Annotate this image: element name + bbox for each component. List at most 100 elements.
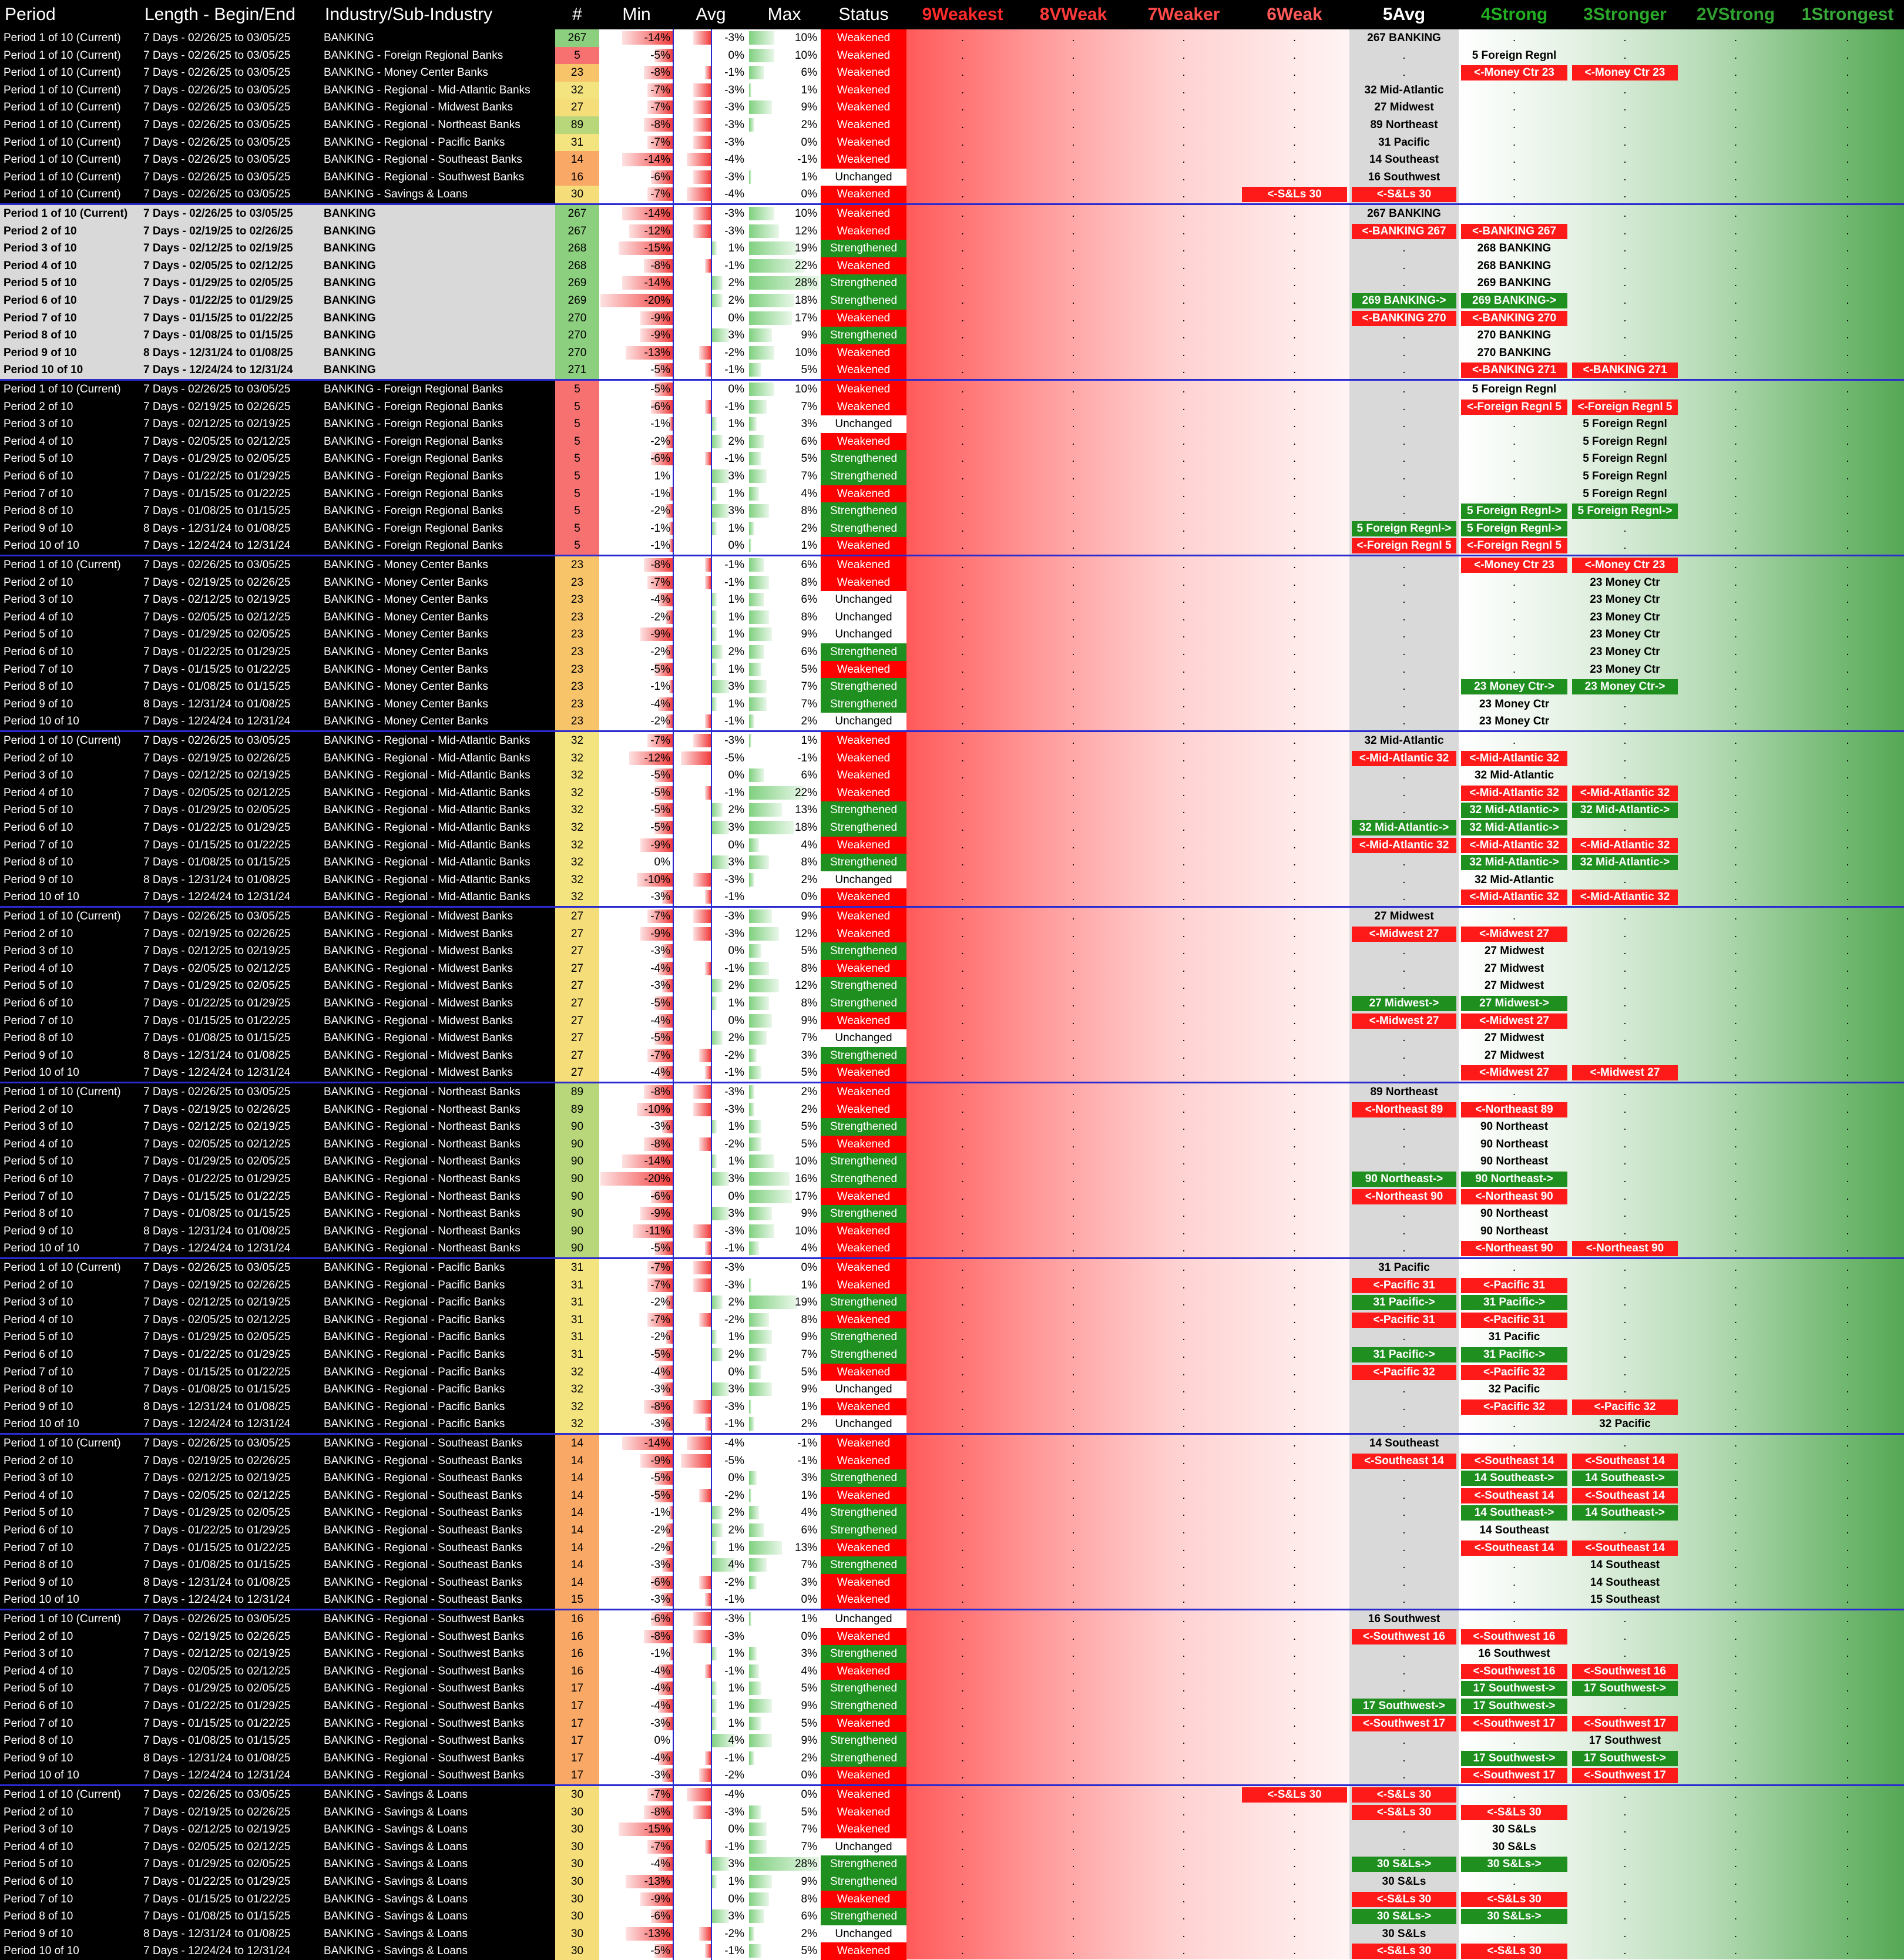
empty-level-dot: . [1846,188,1849,201]
empty-level-dot: . [1846,153,1849,166]
empty-level-dot: . [961,170,965,183]
empty-level-dot: . [1734,539,1738,552]
max-cell: 17% [748,309,821,327]
empty-level-dot: . [1182,910,1186,922]
empty-level-dot: . [1734,311,1738,324]
empty-level-dot: . [1072,804,1075,817]
min-axis [673,1925,674,1943]
empty-level-dot: . [1072,101,1075,114]
empty-level-dot: . [1846,891,1849,904]
length-cell: 7 Days - 02/26/25 to 03/05/25 [140,1435,320,1452]
empty-level-dot: . [1072,505,1075,518]
period-cell: Period 7 of 10 [0,1714,140,1733]
avg-cell: -1% [674,64,748,82]
empty-level-dot: . [1072,1717,1075,1730]
max-bar [749,593,764,607]
empty-level-dot: . [1512,576,1516,589]
max-bar [749,821,795,834]
max-cell: 1% [748,81,821,99]
rank-marker: 5 Foreign Regnl [1583,418,1667,431]
max-bar [749,838,760,852]
empty-level-dot: . [1846,224,1849,237]
empty-level-dot: . [1623,1437,1627,1449]
period-cell: Period 10 of 10 [0,888,140,906]
empty-level-dot: . [1072,821,1075,834]
min-value: -2% [650,1296,670,1309]
industry-cell: BANKING - Regional - Mid-Atlantic Banks [320,81,555,99]
avg-value: 2% [728,294,744,307]
rank-marker: 30 S&Ls [1382,1875,1426,1888]
empty-level-dot: . [1846,1613,1849,1625]
avg-value: 2% [728,1506,744,1519]
min-bar [622,1154,673,1169]
empty-level-dot: . [1623,1296,1627,1309]
empty-level-dot: . [1292,1437,1297,1449]
min-bar [661,944,673,958]
status-cell: Strengthened [821,1170,906,1188]
empty-level-dot: . [1072,452,1075,465]
max-cell: 3% [748,1046,821,1065]
avg-cell: -2% [674,1767,748,1784]
empty-level-dot: . [961,1664,965,1677]
empty-level-dot: . [1072,487,1075,500]
empty-level-dot: . [1846,522,1849,535]
avg-axis [711,46,712,65]
empty-level-dot: . [1072,1593,1075,1606]
count-cell: 27 [555,959,599,978]
status-cell: Weakened [821,1222,906,1240]
empty-level-dot: . [1623,1788,1627,1801]
max-cell: 5% [748,942,821,960]
empty-level-dot: . [1734,1524,1738,1536]
max-value: 9% [801,1383,817,1396]
industry-cell: BANKING - Savings & Loans [320,1942,555,1960]
count-cell: 5 [555,381,599,398]
length-cell: 7 Days - 02/12/25 to 02/19/25 [140,1821,320,1838]
min-cell: -11% [599,1222,674,1240]
empty-level-dot: . [1846,1313,1849,1326]
industry-cell: BANKING [320,205,555,223]
group-separator [0,1609,1904,1610]
length-cell: 8 Days - 12/31/24 to 01/08/25 [140,519,320,538]
min-value: -8% [650,259,670,272]
min-bar [633,1224,673,1238]
empty-level-dot: . [1623,119,1627,131]
empty-level-dot: . [1072,751,1075,764]
empty-level-dot: . [1512,610,1516,623]
empty-level-dot: . [961,734,965,747]
empty-level-dot: . [1734,1400,1738,1413]
count-cell: 14 [555,1522,599,1539]
count-cell: 267 [555,205,599,223]
min-value: -4% [650,962,670,975]
max-bar [749,1575,757,1589]
max-value: 8% [801,610,817,623]
empty-level-dot: . [1072,1945,1075,1958]
empty-level-dot: . [1734,1506,1738,1519]
max-value: 1% [801,1400,817,1413]
max-value: 12% [794,979,817,992]
empty-level-dot: . [961,1805,965,1818]
avg-value: -1% [724,576,744,589]
status-cell: Weakened [821,381,906,398]
empty-level-dot: . [1182,1524,1186,1536]
status-cell: Weakened [821,344,906,362]
industry-cell: BANKING - Money Center Banks [320,713,555,730]
max-value: 5% [801,1120,817,1133]
min-axis [673,1627,674,1646]
count-cell: 32 [555,732,599,750]
min-value: -4% [650,697,670,710]
max-cell: 9% [748,1012,821,1030]
length-cell: 7 Days - 02/05/25 to 02/12/25 [140,1486,320,1505]
min-bar [647,135,673,149]
avg-cell: -1% [674,1749,748,1767]
min-value: -5% [650,1472,670,1485]
avg-value: 2% [728,979,744,992]
max-value: 9% [801,1875,817,1888]
empty-level-dot: . [1734,1190,1738,1203]
min-axis [673,1328,674,1346]
max-value: 1% [801,1613,817,1625]
count-cell: 270 [555,327,599,344]
empty-level-dot: . [1182,715,1186,728]
rank-marker: <-S&Ls 30 [1352,1804,1456,1820]
max-cell: 7% [748,1838,821,1856]
avg-bar [711,1330,717,1344]
